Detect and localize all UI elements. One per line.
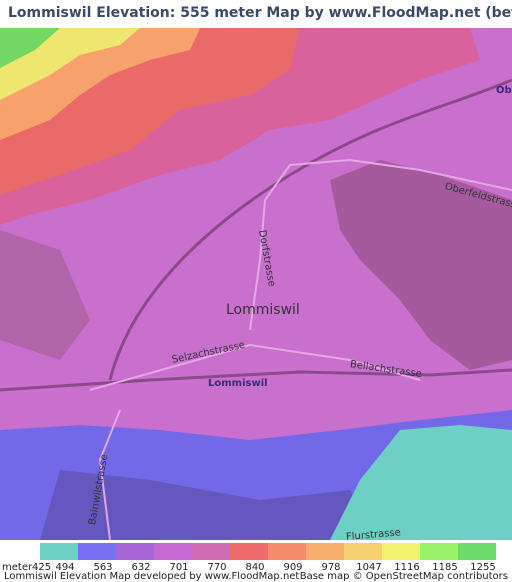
legend-tick-label: 1185 <box>432 562 457 573</box>
legend-swatch <box>192 543 230 560</box>
elevation-zone <box>330 425 512 540</box>
legend-tick-label: 425 <box>32 562 51 573</box>
elevation-zone <box>330 160 512 370</box>
legend-tick-label: 563 <box>93 562 112 573</box>
road <box>98 409 121 541</box>
title: Lommiswil Elevation: 555 meter Map by ww… <box>8 5 512 21</box>
footer-right: Base map © OpenStreetMap contributors <box>300 571 508 582</box>
railway <box>0 368 512 392</box>
legend-tick-label: 909 <box>283 562 302 573</box>
footer-left: Lommiswil Elevation Map developed by www… <box>4 571 299 582</box>
station-label: Lommiswil <box>208 378 268 389</box>
legend-tick-label: 1047 <box>356 562 381 573</box>
place-label: Lommiswil <box>226 302 300 318</box>
legend-tick-label: 978 <box>321 562 340 573</box>
legend-swatch <box>154 543 192 560</box>
railway <box>108 78 512 381</box>
road <box>89 343 421 391</box>
place-label: Obe <box>496 85 512 96</box>
legend: meter 425 494 563 632 701 770 840 909 978 1047 111… <box>2 543 496 573</box>
legend-tick-label: 632 <box>131 562 150 573</box>
legend-swatch <box>78 543 116 560</box>
map: Oberfeldstrasse Dorfstrasse Lommiswil Se… <box>0 28 512 543</box>
legend-tick-label: 494 <box>55 562 74 573</box>
legend-swatch <box>382 543 420 560</box>
legend-swatch <box>40 543 78 560</box>
legend-swatch <box>268 543 306 560</box>
legend-tick-label: 770 <box>207 562 226 573</box>
elevation-zone <box>0 230 90 360</box>
legend-tick-label: 1255 <box>470 562 495 573</box>
legend-swatch <box>230 543 268 560</box>
legend-swatch <box>306 543 344 560</box>
legend-unit: meter <box>2 562 33 573</box>
legend-tick-label: 701 <box>169 562 188 573</box>
elevation-zone <box>40 470 380 540</box>
legend-swatch <box>344 543 382 560</box>
legend-swatch <box>420 543 458 560</box>
road <box>249 158 512 331</box>
street-label: Flurstrasse <box>346 527 402 543</box>
elevation-zone <box>0 28 60 68</box>
legend-tick-label: 1116 <box>394 562 419 573</box>
legend-tick-label: 840 <box>245 562 264 573</box>
legend-swatch <box>458 543 496 560</box>
legend-swatch <box>116 543 154 560</box>
